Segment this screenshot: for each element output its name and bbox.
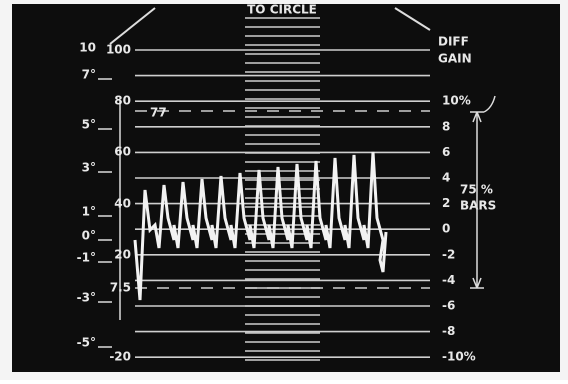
diff-gain-label: 10% [442,94,471,108]
labels: 100806040207.5-2077DIFFGAIN10%86420-2-4-… [77,35,497,364]
phase-label: -5° [77,336,96,350]
waveform [133,151,388,301]
dashed-label: 77 [150,106,167,120]
phase-label: 3° [82,161,96,175]
pointer-left [109,7,156,45]
ire-label: -20 [109,350,131,364]
diff-gain-label: -2 [442,247,455,261]
ire-label: 60 [114,145,131,159]
diff-gain-label: 8 [442,119,450,133]
bars-arrow-heads [470,95,496,289]
ire-label: 100 [106,43,131,57]
ire-label: 80 [114,94,131,108]
diff-gain-label: -8 [442,324,455,338]
phase-label: 7° [82,68,96,82]
phase-label: 1° [82,205,96,219]
graticule [98,17,430,361]
diff-gain-label: 2 [442,196,450,210]
bars-label: BARS [460,199,496,213]
diff-gain-label: 4 [442,171,450,185]
diff-gain-label: -4 [442,273,455,287]
pointer-right [394,7,431,31]
phase-label: -3° [77,291,96,305]
screen [12,4,560,372]
diff-gain-title: GAIN [438,52,472,66]
header-title: TO CIRCLE [247,3,317,17]
phase-label: 10 [79,41,96,55]
phase-label: -1° [77,251,96,265]
diff-gain-label: 0 [442,222,450,236]
diff-gain-title: DIFF [438,35,469,49]
ire-label: 20 [114,248,131,262]
ire-label: 40 [114,197,131,211]
phase-label: 0° [82,229,96,243]
diff-gain-label: 6 [442,145,450,159]
diff-gain-label: -10% [442,350,476,364]
ire-label: 7.5 [110,281,131,295]
phase-label: 5° [82,118,96,132]
diff-gain-label: -6 [442,299,455,313]
